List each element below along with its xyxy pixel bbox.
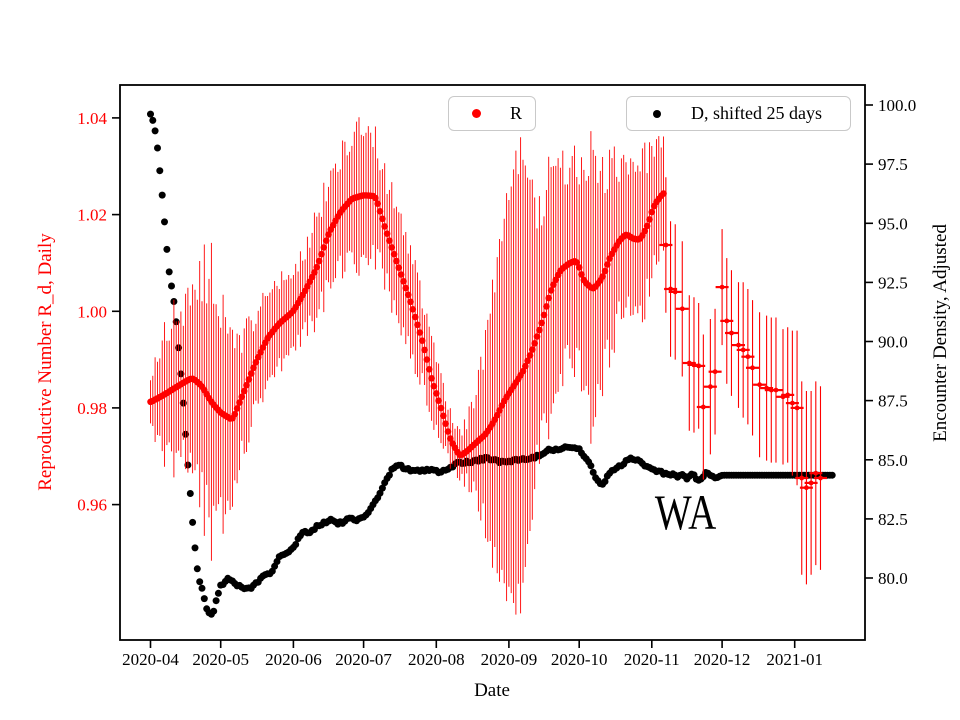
r-series-points [147,190,667,459]
left-tick-label: 1.02 [77,206,107,225]
right-tick-label: 80.0 [878,569,908,588]
legend-r-label: R [510,103,523,123]
x-tick-label: 2020-08 [408,650,465,669]
left-axis-title: Reproductive Number R_d, Daily [35,233,56,491]
x-tick-label: 2020-09 [481,650,538,669]
right-axis-title: Encounter Density, Adjusted [930,224,951,442]
left-tick-label: 1.00 [77,302,107,321]
right-tick-label: 95.0 [878,214,908,233]
right-tick-label: 97.5 [878,155,908,174]
state-annotation: WA [654,484,718,540]
legend-r-marker-icon [472,109,481,118]
legend-d-label: D, shifted 25 days [691,103,822,123]
right-tick-label: 100.0 [878,96,916,115]
axes-frame-and-ticks: 2020-04 2020-05 2020-06 2020-07 2020-08 2020-… [77,84,916,669]
left-tick-label: 0.98 [77,399,107,418]
plot-border [119,84,866,641]
x-tick-label: 2020-12 [694,650,751,669]
r-series-sparse-points [659,177,827,585]
left-tick-label: 1.04 [77,109,107,128]
right-tick-label: 92.5 [878,273,908,292]
x-tick-label: 2020-10 [551,650,608,669]
x-axis-title: Date [474,680,510,701]
x-tick-label: 2020-04 [122,650,179,669]
x-tick-label: 2020-05 [192,650,249,669]
x-tick-label: 2020-06 [265,650,322,669]
x-tick-label: 2020-11 [624,650,680,669]
x-tick-label: 2021-01 [766,650,823,669]
right-tick-label: 82.5 [878,510,908,529]
left-tick-label: 0.96 [77,496,107,515]
x-tick-label: 2020-07 [335,650,392,669]
right-tick-label: 90.0 [878,333,908,352]
right-tick-label: 87.5 [878,392,908,411]
legend-r: R [448,96,536,131]
right-tick-label: 85.0 [878,451,908,470]
legend-d-marker-icon [653,109,661,118]
d-series-points [147,110,836,618]
legend-d: D, shifted 25 days [626,96,851,131]
r-series-errorbars [150,117,664,615]
